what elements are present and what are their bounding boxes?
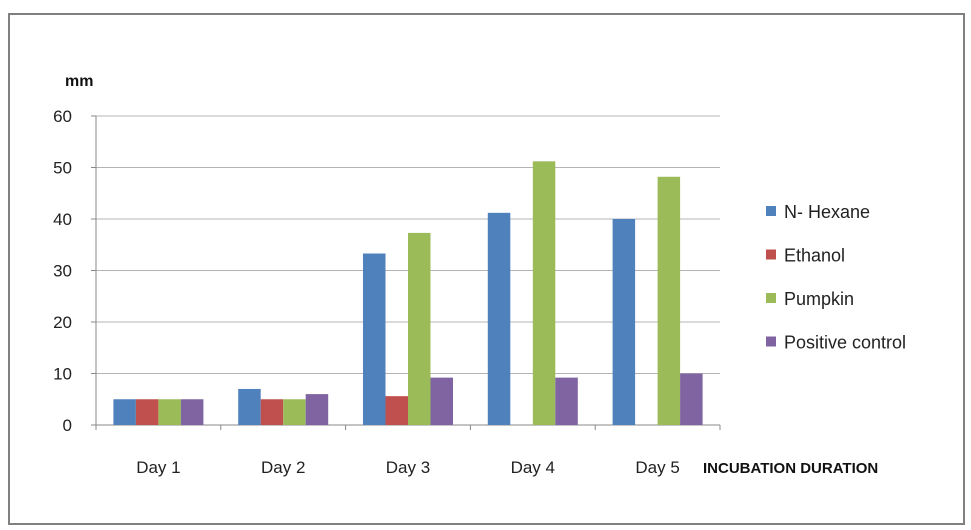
x-category-label: Day 5: [635, 458, 679, 477]
y-axis-ticks: 0 10 20 30 40 50 60: [53, 107, 72, 435]
bar-pumpkin: [532, 161, 556, 425]
y-tick-label: 60: [53, 107, 72, 126]
bar-pumpkin: [657, 176, 681, 425]
bar-n-hexane: [363, 253, 386, 425]
bar-positive-control: [180, 399, 204, 425]
bar-pumpkin: [283, 399, 306, 425]
y-tick-label: 40: [53, 210, 72, 229]
y-axis-unit-label: mm: [65, 73, 93, 90]
bar-positive-control: [680, 373, 703, 425]
y-tick-label: 50: [53, 159, 72, 178]
bar-pumpkin: [408, 232, 431, 425]
x-axis-label: INCUBATION DURATION: [703, 460, 878, 477]
legend-label: Positive control: [784, 333, 906, 353]
bar-n-hexane: [238, 388, 261, 425]
bar-ethanol: [385, 396, 408, 425]
legend-swatch: [766, 249, 776, 260]
bar-n-hexane: [113, 399, 136, 425]
x-axis-categories: Day 1 Day 2 Day 3 Day 4 Day 5: [136, 458, 680, 477]
y-tick-label: 30: [53, 262, 72, 281]
legend: N- Hexane Ethanol Pumpkin Positive control: [766, 202, 906, 353]
y-tick-label: 0: [63, 416, 72, 435]
legend-label: N- Hexane: [784, 202, 870, 222]
bar-positive-control: [555, 377, 578, 425]
bar-pumpkin: [158, 399, 181, 425]
legend-swatch: [766, 336, 776, 347]
chart-frame: [8, 13, 965, 525]
bar-positive-control: [305, 394, 329, 425]
bar-positive-control: [430, 377, 453, 425]
bar-n-hexane: [487, 212, 511, 425]
x-category-label: Day 4: [511, 458, 555, 477]
bars: [113, 161, 703, 425]
legend-swatch: [766, 206, 776, 216]
bar-ethanol: [135, 399, 159, 425]
legend-swatch: [766, 293, 776, 303]
x-category-label: Day 1: [136, 458, 180, 477]
bar-ethanol: [260, 399, 284, 425]
x-category-label: Day 3: [386, 458, 430, 477]
legend-label: Pumpkin: [784, 289, 854, 309]
y-tick-label: 20: [53, 313, 72, 332]
y-tick-label: 10: [53, 365, 72, 384]
bar-n-hexane: [612, 219, 636, 425]
x-category-label: Day 2: [261, 458, 305, 477]
legend-label: Ethanol: [784, 246, 845, 266]
